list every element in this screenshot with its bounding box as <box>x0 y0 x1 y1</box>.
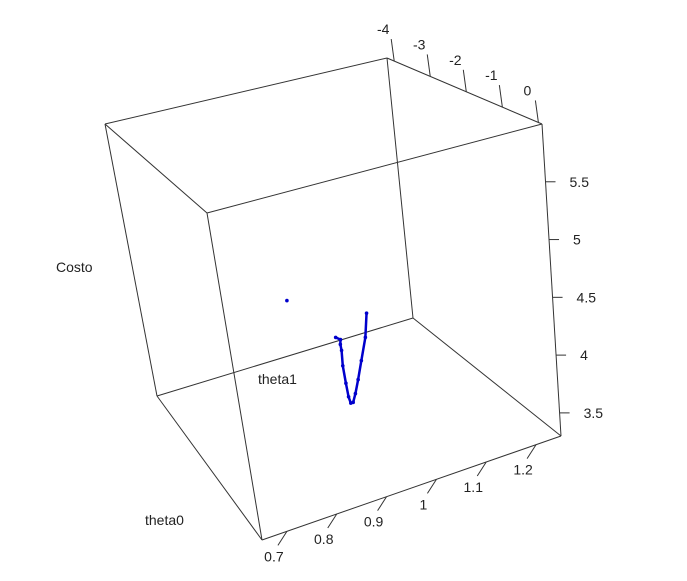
data-point <box>338 342 343 347</box>
cost-tick-label: 5.5 <box>570 174 590 190</box>
axis-ticks <box>277 39 570 546</box>
theta1-tick-label: 0 <box>523 82 531 98</box>
axis-titles: Costo theta1 theta0 <box>56 259 297 528</box>
theta1-tick <box>390 39 395 62</box>
data-point <box>340 363 345 368</box>
theta1-tick-label: -3 <box>413 36 426 52</box>
data-points <box>285 298 369 405</box>
box-edge <box>156 317 414 397</box>
theta1-tick-label: -2 <box>449 52 462 68</box>
theta0-tick-label: 0.7 <box>264 548 284 564</box>
theta0-tick <box>327 513 338 529</box>
theta0-tick <box>526 444 537 459</box>
theta1-tick-label: -4 <box>377 21 390 37</box>
data-point <box>346 395 351 399</box>
y-axis-label: theta1 <box>258 371 297 387</box>
theta0-tick-label: 0.8 <box>314 531 334 547</box>
data-point <box>364 311 369 315</box>
data-point <box>359 358 364 363</box>
cost-tick-label: 4.5 <box>577 289 597 305</box>
theta0-tick-label: 1.1 <box>464 479 484 495</box>
x-axis-label: theta0 <box>145 512 184 528</box>
box-edge <box>104 57 388 125</box>
data-point <box>349 401 353 405</box>
theta0-tick-label: 0.9 <box>364 514 384 530</box>
theta1-tick-label: -1 <box>485 67 498 83</box>
theta0-tick-label: 1 <box>420 496 428 512</box>
box-edge <box>104 123 208 214</box>
data-point <box>333 335 338 340</box>
box-edge <box>206 212 263 541</box>
box-edge <box>412 317 562 437</box>
box-edge <box>386 57 414 319</box>
data-point <box>285 298 289 303</box>
cost-tick-label: 3.5 <box>584 405 604 421</box>
data-point <box>339 348 344 353</box>
theta0-tick-label: 1.2 <box>513 462 533 478</box>
box-edge <box>261 435 562 541</box>
theta0-tick <box>277 531 288 546</box>
data-point <box>353 391 358 396</box>
data-point <box>356 377 360 382</box>
data-point <box>344 381 348 385</box>
axis-tick-labels: 0.7 0.8 0.9 1 1.1 1.2 -4 -3 -2 -1 0 3.5 4 4.5 5 5.5 <box>264 21 603 564</box>
box-edge <box>156 395 263 541</box>
box-edge <box>206 123 543 214</box>
cost-tick-label: 5 <box>573 232 581 248</box>
plot-box <box>104 57 562 541</box>
box-edge <box>104 123 158 397</box>
theta1-tick <box>498 85 503 108</box>
box-edge <box>541 123 562 437</box>
box-edge <box>386 57 543 125</box>
theta0-tick <box>476 461 487 477</box>
data-point <box>338 337 343 342</box>
theta1-tick <box>426 54 431 77</box>
theta0-tick <box>377 496 388 511</box>
theta0-tick <box>426 479 437 494</box>
data-point <box>363 335 368 340</box>
series-trajectory <box>335 313 368 405</box>
cost-tick-label: 4 <box>580 347 588 363</box>
theta1-tick <box>534 100 539 123</box>
z-axis-label: Costo <box>56 259 93 275</box>
theta1-tick <box>462 69 467 92</box>
